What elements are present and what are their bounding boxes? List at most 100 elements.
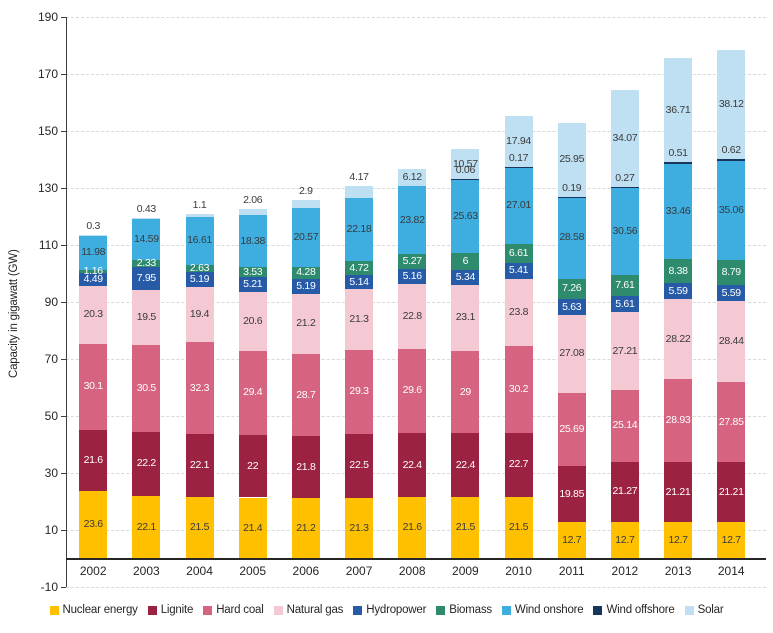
bar-segment <box>185 272 214 287</box>
data-label: 21.5 <box>508 521 529 534</box>
bar-segment <box>345 433 374 498</box>
x-axis-label: 2012 <box>611 563 639 578</box>
data-label: 5.59 <box>668 284 688 297</box>
legend-label: Natural gas <box>286 604 344 616</box>
bar-segment <box>132 218 161 261</box>
legend-swatch-icon <box>501 605 511 615</box>
data-label: 27.21 <box>612 344 638 357</box>
legend-item-wind-offshore: Wind offshore <box>593 604 675 616</box>
data-label: 1.16 <box>83 265 104 278</box>
bar-segment <box>398 496 427 559</box>
x-axis-label: 2014 <box>717 563 745 578</box>
bar-segment <box>717 461 746 523</box>
bar-segment <box>238 267 267 278</box>
data-label: 23.8 <box>508 306 529 319</box>
data-label: 14.59 <box>133 233 159 246</box>
bar-segment <box>345 274 374 290</box>
data-label: 22.8 <box>402 309 423 322</box>
bar-segment <box>664 162 693 164</box>
data-label: 21.4 <box>243 521 263 534</box>
bar-segment <box>238 434 267 498</box>
bar-segment <box>238 209 267 215</box>
legend-label: Hydropower <box>366 604 427 616</box>
y-tick-label: 30 <box>44 465 58 480</box>
legend-label: Solar <box>697 604 724 616</box>
data-label: 21.2 <box>296 317 316 330</box>
data-label: 2.9 <box>299 184 313 197</box>
legend-swatch-icon <box>273 605 283 615</box>
y-axis-tick <box>61 473 66 474</box>
data-label: 19.4 <box>189 308 210 321</box>
data-label: 21.21 <box>665 485 691 498</box>
legend-label: Biomass <box>449 604 492 616</box>
data-label: 0.17 <box>508 151 529 164</box>
data-label: 23.6 <box>83 518 104 531</box>
y-axis-title: Capacity in gigawatt (GW) <box>8 249 20 378</box>
bar-segment <box>291 435 320 499</box>
bar-segment <box>717 301 746 383</box>
data-label: 21.8 <box>296 460 316 473</box>
data-label: 23.82 <box>399 213 425 226</box>
bar-segment <box>557 197 586 279</box>
bar-segment <box>557 315 586 393</box>
gridline <box>66 73 766 75</box>
bar-segment <box>345 261 374 275</box>
data-label: 22.5 <box>349 459 369 472</box>
bar-segment <box>610 296 639 313</box>
data-label: 8.38 <box>668 264 688 277</box>
data-label: 16.61 <box>187 234 212 247</box>
bar-segment <box>664 259 693 284</box>
x-axis-label: 2006 <box>292 563 320 578</box>
bar-segment <box>717 158 746 161</box>
data-label: 5.27 <box>402 255 423 268</box>
y-tick-label: 90 <box>44 294 58 309</box>
data-label: 33.46 <box>665 204 691 217</box>
data-label: 5.14 <box>349 275 369 288</box>
bar-segment <box>398 254 427 270</box>
data-label: 7.26 <box>562 282 582 295</box>
data-label: 23.1 <box>455 311 476 324</box>
data-label: 5.63 <box>562 300 582 313</box>
data-label: 5.61 <box>615 297 635 310</box>
data-label: 12.7 <box>668 533 688 546</box>
y-tick-label: 110 <box>38 237 58 252</box>
data-label: 1.1 <box>192 199 207 212</box>
data-label: 29 <box>459 385 471 398</box>
bar-segment <box>451 350 480 434</box>
bar-segment <box>185 497 214 559</box>
data-label: 22.18 <box>346 223 372 236</box>
bar-segment <box>345 198 374 262</box>
bar-segment <box>610 274 639 297</box>
bar-segment <box>504 263 533 279</box>
legend: Nuclear energy Lignite Hard coal Natural ga… <box>0 604 773 616</box>
bar-segment <box>291 293 320 355</box>
data-label: 19.85 <box>559 487 585 500</box>
bar-segment <box>291 199 320 209</box>
bar-segment <box>664 522 693 559</box>
gridline <box>66 16 766 18</box>
legend-swatch-icon <box>147 605 157 615</box>
bar-segment <box>557 299 586 316</box>
bar-segment <box>717 382 746 462</box>
data-label: 2.06 <box>243 194 263 207</box>
bar-segment <box>504 432 533 498</box>
data-label: 28.44 <box>718 335 744 348</box>
data-label: 25.14 <box>612 419 638 432</box>
x-axis-label: 2010 <box>505 563 532 578</box>
data-label: 22.4 <box>402 458 423 471</box>
bar-segment <box>291 278 320 294</box>
legend-item-natural-gas: Natural gas <box>273 604 344 616</box>
bar-segment <box>79 269 108 274</box>
bar-segment <box>79 491 108 559</box>
data-label: 5.16 <box>402 269 423 282</box>
data-label: 6.12 <box>402 170 423 183</box>
data-label: 28.22 <box>665 332 691 345</box>
bar-segment <box>557 522 586 559</box>
bar-segment <box>132 289 161 346</box>
data-label: 5.59 <box>721 286 742 299</box>
data-label: 5.41 <box>508 264 529 277</box>
data-label: 25.95 <box>559 153 585 166</box>
data-label: 20.3 <box>83 308 104 321</box>
bar-segment <box>610 89 639 187</box>
bar-segment <box>79 343 108 430</box>
